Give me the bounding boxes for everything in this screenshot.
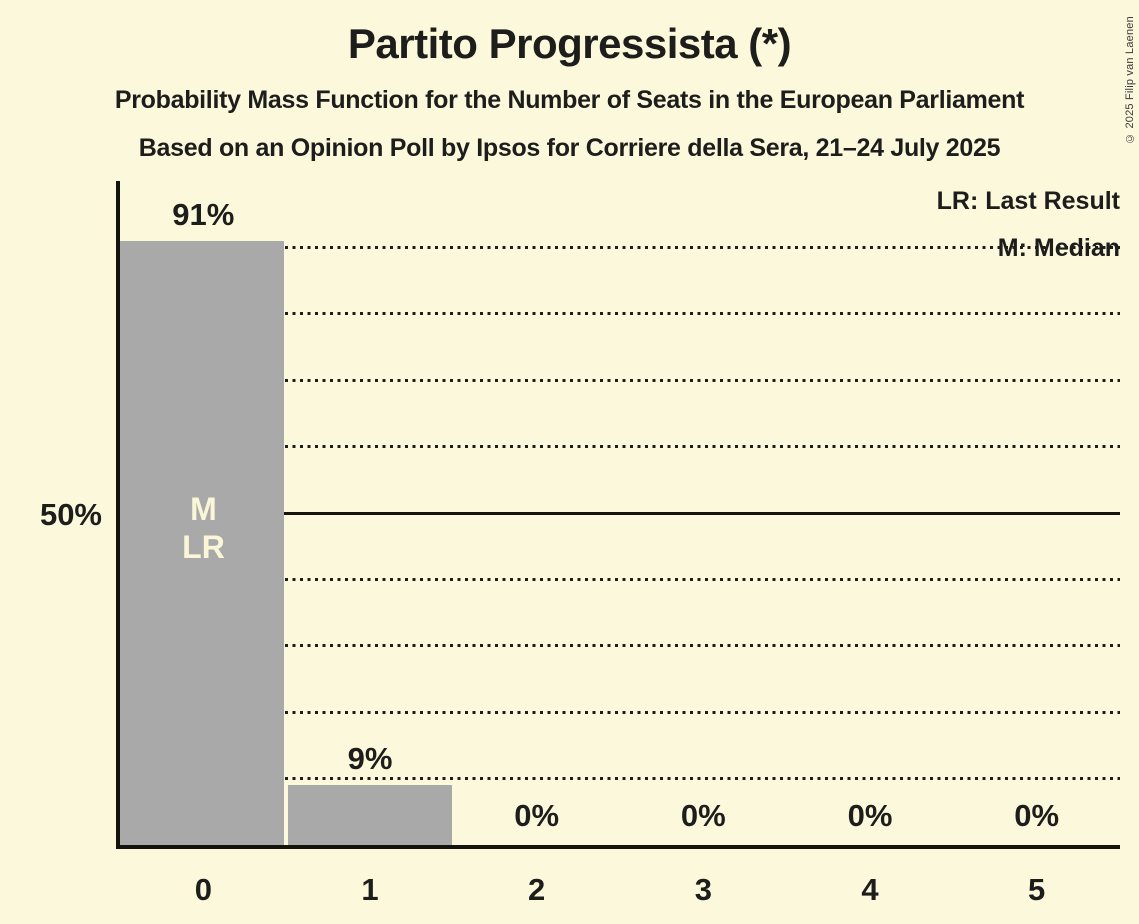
value-label-seats-5: 0% <box>1014 798 1060 833</box>
bar0-median-lastresult-annotation: M LR <box>120 490 287 566</box>
x-tick-label-5: 5 <box>1028 872 1046 907</box>
last-result-marker-label: LR <box>182 529 225 565</box>
legend-median: M: Median <box>997 234 1120 262</box>
chart-subtitle: Probability Mass Function for the Number… <box>114 86 1025 114</box>
legend-last-result: LR: Last Result <box>936 187 1120 215</box>
gridline-60pct-dotted <box>120 445 1120 449</box>
chart-title: Partito Progressista (*) <box>347 20 792 67</box>
gridline-70pct-dotted <box>120 378 1120 382</box>
x-tick-label-2: 2 <box>528 872 546 907</box>
gridline-80pct-dotted <box>120 312 1120 316</box>
gridline-30pct-dotted <box>120 644 1120 648</box>
x-tick-label-0: 0 <box>194 872 212 907</box>
copyright-text: © 2025 Filip van Laenen <box>1124 16 1136 144</box>
gridline-40pct-dotted <box>120 577 1120 581</box>
value-label-seats-0: 91% <box>172 196 235 232</box>
bar-seats-1 <box>288 785 452 845</box>
gridline-20pct-dotted <box>120 710 1120 714</box>
value-label-seats-2: 0% <box>514 798 560 833</box>
chart-source-line: Based on an Opinion Poll by Ipsos for Co… <box>138 134 1001 162</box>
x-tick-label-3: 3 <box>694 872 712 907</box>
gridline-90pct-dotted <box>120 245 1120 249</box>
value-label-seats-3: 0% <box>680 798 726 833</box>
median-marker-label: M <box>190 491 217 527</box>
x-tick-label-1: 1 <box>361 872 379 907</box>
value-label-seats-4: 0% <box>847 798 893 833</box>
y-axis-line <box>116 181 120 849</box>
x-axis-line <box>116 845 1120 849</box>
gridline-50pct-solid <box>120 511 1120 515</box>
y-axis-label-50pct: 50% <box>39 497 102 532</box>
value-label-seats-1: 9% <box>347 741 393 777</box>
gridline-10pct-dotted <box>120 777 1120 781</box>
x-tick-label-4: 4 <box>861 872 879 907</box>
bar-seats-0 <box>120 240 284 845</box>
